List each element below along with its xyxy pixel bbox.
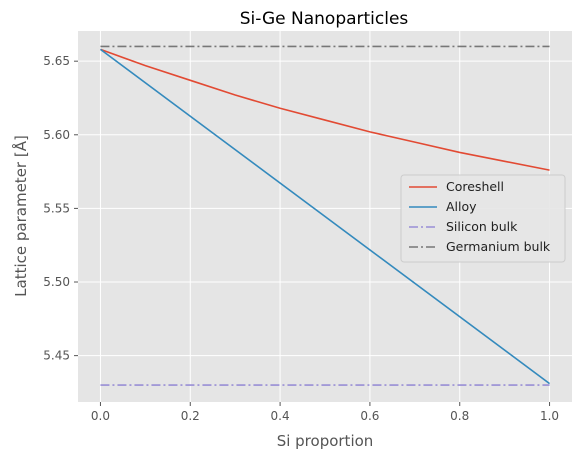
chart-title: Si-Ge Nanoparticles — [240, 9, 409, 29]
legend-box — [400, 174, 566, 263]
y-tick-label: 5.60 — [43, 128, 70, 142]
y-tick-label: 5.65 — [43, 54, 70, 68]
legend-label: Alloy — [446, 199, 477, 214]
x-tick-label: 0.6 — [360, 409, 379, 423]
x-tick-label: 0.4 — [271, 409, 290, 423]
series-line-coreshell — [100, 48, 550, 171]
series-line-alloy — [99, 48, 551, 385]
x-axis-label: Si proportion — [277, 432, 374, 450]
x-tick-label: 1.0 — [540, 409, 559, 423]
x-tick-label: 0.8 — [450, 409, 469, 423]
x-tick-label: 0.0 — [91, 409, 110, 423]
y-ticks: 5.45 5.50 5.55 5.60 5.65 — [43, 54, 78, 363]
legend-label: Coreshell — [446, 179, 504, 194]
y-axis-label: Lattice parameter [Å] — [11, 135, 30, 297]
legend-label: Germanium bulk — [446, 239, 551, 254]
series-group — [99, 45, 551, 386]
y-tick-label: 5.45 — [43, 349, 70, 363]
x-ticks: 0.0 0.2 0.4 0.6 0.8 1.0 — [91, 402, 559, 423]
legend-label: Silicon bulk — [446, 219, 518, 234]
legend: Coreshell Alloy Silicon bulk Germanium bulk — [400, 174, 566, 263]
y-tick-label: 5.55 — [43, 201, 70, 215]
grid — [78, 31, 572, 402]
y-tick-label: 5.50 — [43, 275, 70, 289]
x-tick-label: 0.2 — [181, 409, 200, 423]
